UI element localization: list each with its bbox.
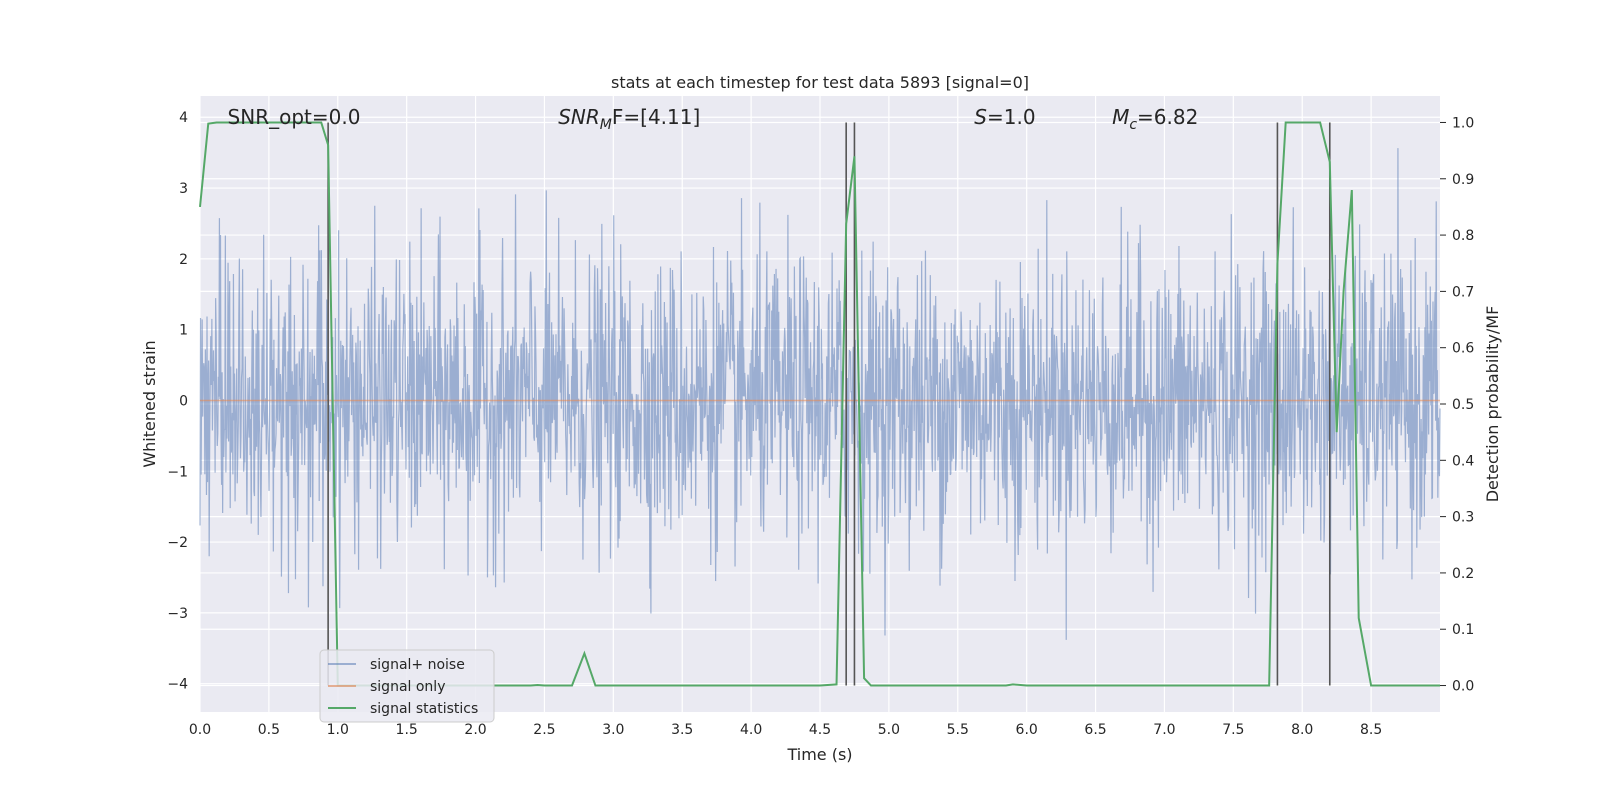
y-axis-label-left: Whitened strain [140, 340, 159, 467]
y-tick-label-right: 1.0 [1452, 115, 1474, 131]
y-tick-label: −4 [167, 677, 188, 693]
y-tick-label-right: 0.8 [1452, 228, 1474, 244]
annotation-1: SNRMF=[4.11] [558, 105, 700, 133]
chart-title: stats at each timestep for test data 589… [611, 73, 1029, 92]
annotation-2: S=1.0 [974, 105, 1035, 129]
x-tick-label: 5.5 [947, 722, 969, 738]
y-tick-label-right: 0.9 [1452, 172, 1474, 188]
y-tick-label: −1 [167, 464, 188, 480]
annotation-0: SNR_opt=0.0 [228, 105, 361, 129]
x-tick-label: 8.5 [1360, 722, 1382, 738]
x-tick-label: 2.0 [464, 722, 486, 738]
x-tick-label: 1.0 [327, 722, 349, 738]
y-tick-label-right: 0.4 [1452, 453, 1474, 469]
y-tick-label-right: 0.1 [1452, 622, 1474, 638]
x-tick-label: 8.0 [1291, 722, 1313, 738]
x-tick-label: 1.5 [396, 722, 418, 738]
legend: signal+ noise signal only signal statist… [320, 650, 494, 722]
x-tick-label: 0.5 [258, 722, 280, 738]
y-tick-label: 3 [179, 181, 188, 197]
x-tick-label: 4.5 [809, 722, 831, 738]
x-axis-label: Time (s) [786, 745, 852, 764]
y-tick-label: 0 [179, 393, 188, 409]
legend-label-signal: signal only [370, 679, 445, 695]
y-tick-label: 1 [179, 323, 188, 339]
x-tick-label: 4.0 [740, 722, 762, 738]
y-tick-label: 2 [179, 252, 188, 268]
annotation-3: Mc=6.82 [1112, 105, 1198, 133]
x-tick-label: 6.0 [1016, 722, 1038, 738]
y-tick-label-right: 0.2 [1452, 566, 1474, 582]
x-ticks: 0.0 0.5 1.0 1.5 2.0 2.5 3.0 3.5 4.0 4.5 5.0 5.5 6.0 6… [189, 722, 1382, 738]
x-tick-label: 7.0 [1153, 722, 1175, 738]
y-axis-label-right: Detection probability/MF [1483, 306, 1502, 503]
y-tick-label-right: 0.6 [1452, 341, 1474, 357]
x-tick-label: 0.0 [189, 722, 211, 738]
x-tick-label: 6.5 [1084, 722, 1106, 738]
legend-label-noise: signal+ noise [370, 657, 465, 673]
legend-label-stats: signal statistics [370, 701, 478, 717]
x-tick-label: 2.5 [533, 722, 555, 738]
y-tick-label-right: 0.5 [1452, 397, 1474, 413]
x-tick-label: 3.0 [602, 722, 624, 738]
y-tick-label-right: 0.0 [1452, 679, 1474, 695]
x-tick-label: 5.0 [878, 722, 900, 738]
y-tick-label-right: 0.3 [1452, 510, 1474, 526]
x-tick-label: 3.5 [671, 722, 693, 738]
y-ticks-left: 4 3 2 1 0 −1 −2 −3 −4 [167, 110, 188, 692]
y-tick-label: −2 [167, 535, 188, 551]
y-ticks-right: 1.0 0.9 0.8 0.7 0.6 0.5 0.4 0.3 0.2 0.1 0.0 [1440, 115, 1474, 694]
y-tick-label: −3 [167, 606, 188, 622]
y-tick-label: 4 [179, 110, 188, 126]
x-tick-label: 7.5 [1222, 722, 1244, 738]
y-tick-label-right: 0.7 [1452, 284, 1474, 300]
